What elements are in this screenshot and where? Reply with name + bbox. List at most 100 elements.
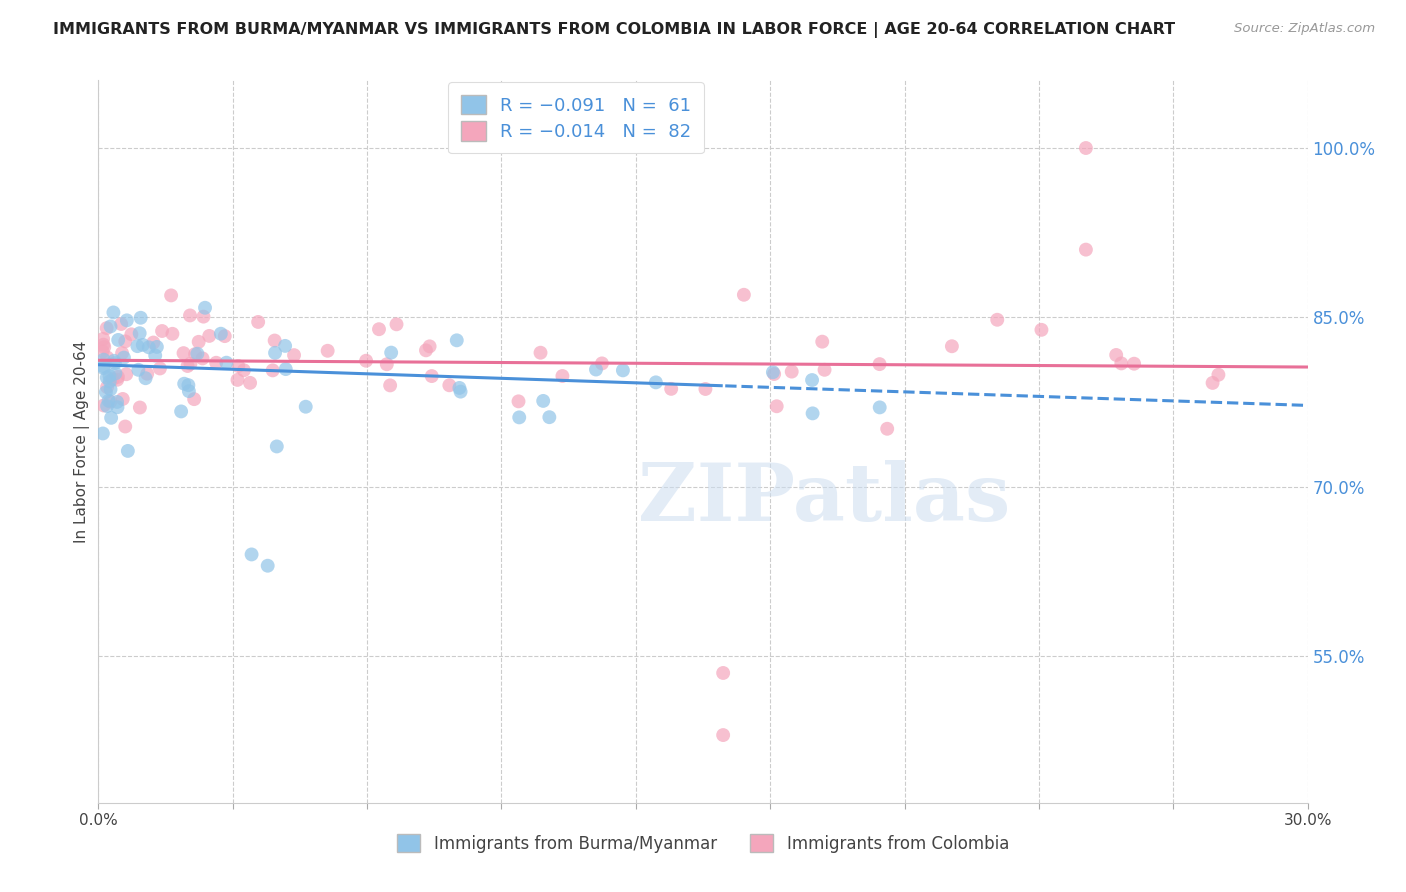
Point [138,340,160,354]
Point [107,370,129,384]
Point [531,393,554,408]
Point [262,363,284,377]
Point [193,310,215,324]
Point [765,399,787,413]
Point [143,349,166,363]
Point [132,338,155,352]
Point [91,426,114,441]
Point [801,406,824,420]
Point [127,363,149,377]
Point [695,382,717,396]
Text: Source: ZipAtlas.com: Source: ZipAtlas.com [1234,22,1375,36]
Point [97,393,120,408]
Point [508,394,530,409]
Point [120,327,142,342]
Point [115,313,138,327]
Point [198,329,221,343]
Point [256,558,278,573]
Point [385,318,408,332]
Point [150,324,173,338]
Point [711,728,734,742]
Point [214,329,236,343]
Point [1123,357,1146,371]
Point [162,326,184,341]
Point [215,356,238,370]
Point [659,382,682,396]
Point [173,376,195,391]
Point [146,340,169,354]
Point [876,422,898,436]
Point [179,309,201,323]
Point [294,400,316,414]
Point [239,376,262,390]
Point [813,363,835,377]
Point [114,419,136,434]
Point [100,382,122,396]
Point [986,312,1008,326]
Point [1208,368,1230,382]
Point [128,326,150,341]
Point [107,333,129,347]
Point [127,339,149,353]
Point [354,353,377,368]
Point [114,334,136,349]
Point [1201,376,1223,390]
Point [1074,243,1097,257]
Point [1105,348,1128,362]
Point [801,373,824,387]
Point [136,367,159,381]
Point [110,317,132,331]
Point [91,332,114,346]
Point [591,356,613,370]
Text: ZIPatlas: ZIPatlas [638,460,1010,539]
Point [449,381,471,395]
Point [450,384,472,399]
Point [107,401,129,415]
Point [529,345,551,359]
Point [551,369,574,384]
Point [177,378,200,392]
Point [160,288,183,302]
Point [98,375,121,389]
Point [733,287,755,301]
Point [763,367,786,381]
Point [780,365,803,379]
Point [173,346,195,360]
Point [941,339,963,353]
Point [264,346,287,360]
Point [104,356,127,370]
Point [375,357,398,371]
Point [205,356,228,370]
Point [644,376,666,390]
Point [93,352,115,367]
Point [585,362,607,376]
Legend: Immigrants from Burma/Myanmar, Immigrants from Colombia: Immigrants from Burma/Myanmar, Immigrant… [391,828,1015,860]
Point [538,410,561,425]
Point [232,363,254,377]
Point [129,310,152,325]
Point [93,361,115,376]
Point [274,362,297,376]
Point [101,372,124,386]
Point [283,348,305,362]
Point [194,301,217,315]
Point [187,334,209,349]
Point [316,343,339,358]
Point [96,380,118,394]
Point [93,340,115,354]
Point [1111,356,1133,370]
Point [93,359,115,374]
Point [762,365,785,379]
Point [419,339,441,353]
Point [111,346,134,360]
Point [415,343,437,358]
Point [105,395,128,409]
Point [111,392,134,406]
Point [263,334,285,348]
Point [266,439,288,453]
Point [93,337,115,351]
Point [1074,141,1097,155]
Point [93,399,115,413]
Point [96,351,118,365]
Point [869,401,891,415]
